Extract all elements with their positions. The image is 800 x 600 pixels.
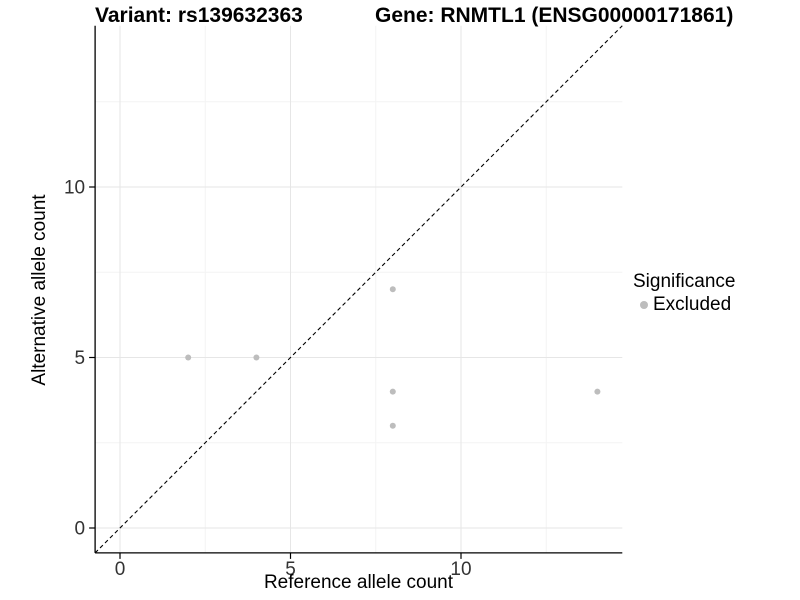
x-tick-label: 5	[285, 559, 296, 580]
data-point	[389, 422, 396, 429]
plot-title-variant: Variant: rs139632363	[95, 4, 303, 27]
data-point	[253, 354, 260, 361]
legend-item-label: Excluded	[653, 294, 732, 315]
plot-title-gene: Gene: RNMTL1 (ENSG00000171861)	[375, 4, 734, 27]
x-axis-label: Reference allele count	[263, 572, 454, 593]
data-point	[185, 354, 192, 361]
x-tick-label: 0	[115, 559, 126, 580]
legend-item-excluded: Excluded	[633, 294, 735, 316]
data-point	[389, 286, 396, 293]
x-tick-label: 10	[450, 559, 471, 580]
identity-line	[94, 25, 623, 554]
data-point	[594, 388, 601, 395]
y-tick-label: 10	[64, 178, 85, 199]
legend-title: Significance	[633, 271, 736, 292]
significance-legend: Significance Excluded	[633, 271, 735, 316]
data-point	[389, 388, 396, 395]
y-tick-label: 0	[75, 519, 86, 540]
y-tick-label: 5	[75, 348, 86, 369]
y-axis-label: Alternative allele count	[29, 194, 50, 386]
legend-point-icon	[640, 301, 648, 309]
